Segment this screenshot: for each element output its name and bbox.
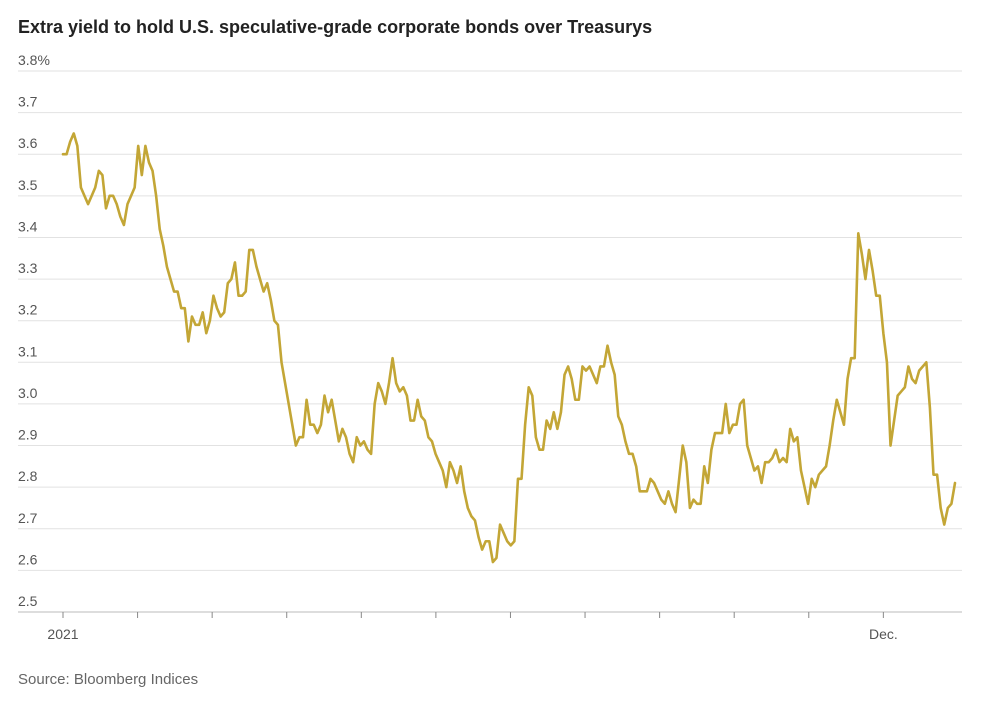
x-tick-label: 2021: [47, 626, 78, 642]
y-tick-label: 3.5: [18, 177, 38, 193]
y-tick-label: 2.9: [18, 427, 38, 443]
y-tick-label: 3.7: [18, 94, 38, 110]
x-tick-label: Dec.: [869, 626, 898, 642]
y-tick-label: 2.7: [18, 510, 38, 526]
source-note: Source: Bloomberg Indices: [18, 671, 198, 688]
line-series: [61, 132, 957, 564]
y-tick-label: 2.5: [18, 593, 38, 609]
y-tick-label: 3.6: [18, 135, 38, 151]
y-tick-label: 3.2: [18, 302, 38, 318]
chart-title: Extra yield to hold U.S. speculative-gra…: [18, 17, 652, 37]
y-tick-label: 3.1: [18, 343, 38, 359]
y-tick-label: 3.0: [18, 385, 38, 401]
y-tick-label: 3.4: [18, 218, 38, 234]
y-tick-label: 3.3: [18, 260, 38, 276]
y-tick-label: 2.8: [18, 468, 38, 484]
y-tick-label: 3.8%: [18, 52, 50, 68]
y-tick-label: 2.6: [18, 551, 38, 567]
